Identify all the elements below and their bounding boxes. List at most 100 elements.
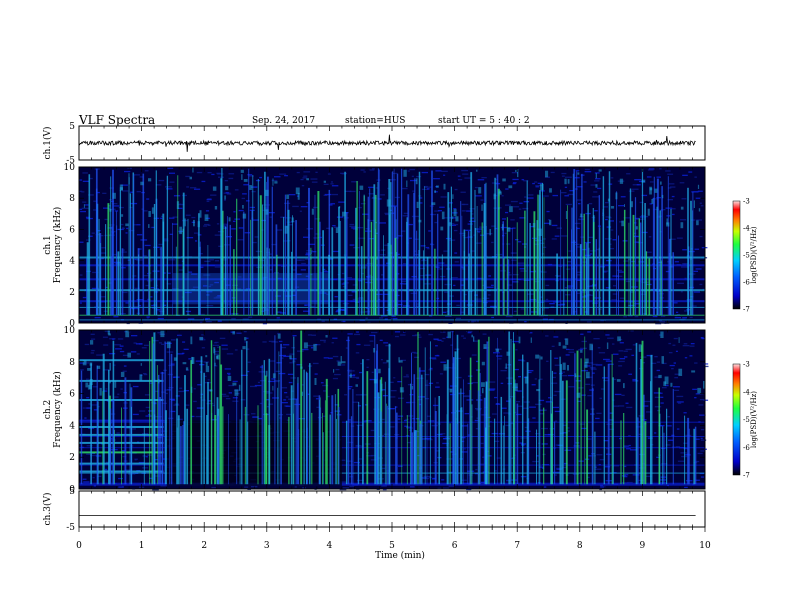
- noise-cell: [511, 259, 517, 261]
- noise-cell: [521, 443, 527, 445]
- noise-cell: [605, 218, 608, 221]
- x-tick-label: 1: [139, 541, 145, 551]
- noise-cell: [368, 193, 374, 195]
- emission-patch: [514, 383, 518, 391]
- noise-cell: [392, 172, 398, 175]
- noise-cell: [322, 384, 329, 387]
- emission-patch: [595, 173, 597, 179]
- noise-cell: [647, 169, 654, 171]
- colorbar-tick-label: -4: [743, 388, 750, 396]
- noise-cell: [402, 187, 408, 190]
- noise-cell: [512, 178, 519, 181]
- noise-cell: [177, 418, 183, 420]
- noise-cell: [653, 208, 660, 211]
- noise-cell: [518, 359, 524, 361]
- noise-cell: [211, 173, 215, 176]
- noise-cell: [461, 267, 465, 269]
- noise-cell: [680, 318, 686, 320]
- noise-cell: [231, 318, 236, 320]
- noise-cell: [123, 365, 127, 367]
- emission-patch: [216, 354, 220, 360]
- noise-cell: [665, 384, 669, 387]
- emission-patch: [190, 386, 193, 393]
- noise-cell: [310, 251, 317, 253]
- noise-cell: [271, 378, 275, 380]
- noise-cell: [474, 473, 481, 475]
- noise-cell: [227, 374, 231, 376]
- noise-cell: [649, 181, 654, 183]
- ch1-spectrogram: [79, 167, 708, 325]
- noise-cell: [519, 442, 523, 444]
- noise-cell: [330, 183, 334, 185]
- noise-cell: [554, 390, 561, 393]
- noise-cell: [671, 195, 675, 198]
- noise-cell: [628, 190, 635, 192]
- noise-cell: [433, 338, 439, 340]
- noise-cell: [488, 275, 491, 277]
- noise-cell: [303, 236, 310, 238]
- emission-patch: [272, 385, 274, 391]
- x-tick-label: 9: [640, 541, 646, 551]
- noise-cell: [198, 253, 203, 255]
- noise-cell: [605, 202, 609, 204]
- noise-cell: [99, 296, 106, 298]
- noise-cell: [121, 184, 128, 186]
- noise-cell: [366, 455, 373, 457]
- emission-patch: [265, 209, 269, 215]
- noise-cell: [217, 346, 220, 348]
- noise-cell: [384, 212, 392, 214]
- noise-cell: [662, 362, 667, 365]
- noise-cell: [348, 371, 353, 373]
- emission-patch: [114, 380, 117, 388]
- noise-cell: [542, 309, 545, 311]
- noise-cell: [330, 181, 333, 183]
- noise-cell: [222, 223, 228, 225]
- noise-cell: [406, 401, 411, 404]
- noise-cell: [578, 218, 584, 221]
- noise-cell: [587, 331, 591, 333]
- noise-cell: [369, 334, 376, 337]
- noise-cell: [144, 394, 150, 396]
- noise-cell: [334, 226, 341, 228]
- noise-cell: [592, 363, 598, 366]
- noise-cell: [152, 340, 159, 342]
- emission-patch: [536, 389, 540, 392]
- noise-cell: [221, 348, 229, 350]
- emission-patch: [661, 194, 664, 199]
- noise-cell: [667, 261, 671, 263]
- noise-cell: [610, 229, 614, 231]
- colorbar-label: log(PSD)(V²/Hz): [750, 391, 758, 448]
- noise-cell: [369, 340, 374, 342]
- emission-patch: [538, 228, 542, 236]
- noise-cell: [595, 178, 601, 180]
- noise-cell: [513, 206, 520, 208]
- noise-cell: [349, 225, 357, 228]
- noise-cell: [243, 331, 247, 333]
- emission-patch: [508, 185, 513, 189]
- noise-cell: [562, 432, 568, 434]
- noise-cell: [117, 338, 124, 340]
- noise-cell: [188, 271, 193, 273]
- noise-cell: [587, 476, 590, 478]
- noise-cell: [476, 242, 482, 244]
- noise-cell: [391, 315, 396, 317]
- x-axis-label: Time (min): [375, 550, 425, 561]
- noise-cell: [216, 172, 221, 174]
- noise-cell: [276, 317, 280, 319]
- emission-patch: [87, 384, 91, 390]
- noise-cell: [623, 476, 628, 478]
- noise-cell: [244, 232, 251, 234]
- emission-patch: [87, 368, 91, 371]
- emission-patch: [567, 365, 569, 371]
- noise-cell: [281, 387, 288, 389]
- noise-cell: [273, 380, 280, 383]
- noise-cell: [397, 381, 402, 383]
- noise-cell: [677, 282, 684, 284]
- emission-patch: [295, 187, 300, 195]
- noise-cell: [120, 223, 124, 226]
- noise-cell: [252, 219, 259, 221]
- emission-patch: [373, 348, 376, 353]
- noise-cell: [155, 184, 162, 186]
- noise-cell: [170, 363, 175, 365]
- noise-cell: [617, 269, 623, 271]
